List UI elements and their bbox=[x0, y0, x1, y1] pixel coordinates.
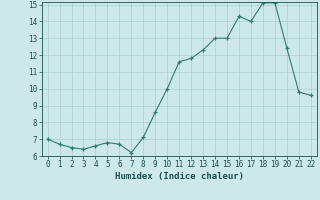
X-axis label: Humidex (Indice chaleur): Humidex (Indice chaleur) bbox=[115, 172, 244, 181]
